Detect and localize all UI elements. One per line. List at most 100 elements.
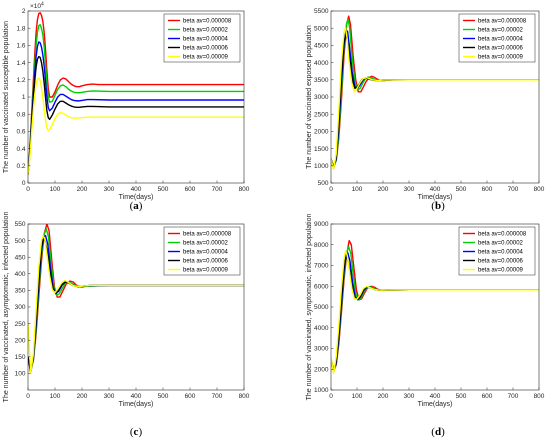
x-axis-label: Time(days) xyxy=(418,194,453,201)
y-tick-label: 2000 xyxy=(314,129,329,136)
series-line-3 xyxy=(28,41,244,175)
legend-label-2: beta av=0.00002 xyxy=(183,241,229,247)
panel-label-letter: c xyxy=(134,426,139,438)
x-tick-label: 0 xyxy=(329,186,333,193)
legend-label-1: beta av=0.000008 xyxy=(478,232,527,238)
y-tick-label: 1 xyxy=(22,94,26,101)
y-tick-label: 450 xyxy=(15,254,26,261)
panel-label-letter: a xyxy=(133,200,139,212)
y-axis-label: The number of vaccinated susceptible pop… xyxy=(3,21,10,173)
x-tick-label: 600 xyxy=(185,393,196,400)
y-tick-label: 3500 xyxy=(314,77,329,84)
panel-label-open: ( xyxy=(431,200,435,212)
x-tick-label: 500 xyxy=(456,393,467,400)
panel-label-close: ) xyxy=(138,426,142,438)
series-line-5 xyxy=(331,27,539,170)
y-tick-label: 1.8 xyxy=(16,25,25,32)
y-tick-label: 500 xyxy=(15,238,26,245)
legend-label-1: beta av=0.000008 xyxy=(183,232,232,238)
panel-label-open: ( xyxy=(130,426,134,438)
y-tick-label: 5500 xyxy=(314,8,329,15)
y-tick-label: 1000 xyxy=(314,163,329,170)
panel-label-open: ( xyxy=(130,200,134,212)
y-tick-label: 1500 xyxy=(314,146,329,153)
x-tick-label: 500 xyxy=(158,186,169,193)
y-tick-label: 2500 xyxy=(314,111,329,118)
x-tick-label: 400 xyxy=(131,186,142,193)
chart-panel-c: 0 100 200 300 400 500 600 700 800 100 150 200 250 300… xyxy=(3,212,250,438)
y-tick-label: 350 xyxy=(15,288,26,295)
legend-label-2: beta av=0.00002 xyxy=(183,28,229,34)
x-tick-label: 100 xyxy=(352,186,363,193)
y-exponent: ×104 xyxy=(30,2,44,11)
y-tick-label: 300 xyxy=(15,304,26,311)
series-group xyxy=(331,15,539,170)
y-tick-label: 150 xyxy=(15,354,26,361)
y-tick-label: 0.6 xyxy=(16,129,25,136)
x-tick-label: 400 xyxy=(430,393,441,400)
legend-label-3: beta av=0.00004 xyxy=(478,250,524,256)
series-group xyxy=(331,239,539,375)
x-tick-label: 300 xyxy=(104,186,115,193)
y-tick-label: 8000 xyxy=(314,242,329,249)
legend-label-1: beta av=0.000008 xyxy=(183,19,232,25)
panel-label-close: ) xyxy=(441,426,445,438)
x-tick-label: 600 xyxy=(185,186,196,193)
y-tick-label: 250 xyxy=(15,321,26,328)
x-tick-label: 800 xyxy=(239,393,250,400)
legend-label-1: beta av=0.000008 xyxy=(478,19,527,25)
y-axis-label: The number of vaccinated, asymptomatic, … xyxy=(3,212,10,403)
legend: beta av=0.000008 beta av=0.00002 beta av=0… xyxy=(163,226,241,276)
x-tick-label: 600 xyxy=(482,186,493,193)
x-tick-label: 700 xyxy=(508,393,519,400)
series-group xyxy=(28,12,244,175)
x-tick-label: 800 xyxy=(239,186,250,193)
legend: beta av=0.000008 beta av=0.00002 beta av=0… xyxy=(163,13,241,63)
panel-label-close: ) xyxy=(139,200,143,212)
y-tick-label: 1000 xyxy=(314,387,329,394)
legend: beta av=0.000008 beta av=0.00002 beta av=0… xyxy=(458,226,536,276)
x-tick-label: 800 xyxy=(534,393,545,400)
x-axis-label: Time(days) xyxy=(119,401,154,408)
y-tick-label: 3000 xyxy=(314,94,329,101)
x-tick-label: 200 xyxy=(378,186,389,193)
y-tick-label: 4500 xyxy=(314,43,329,50)
y-tick-label: 1.4 xyxy=(16,60,25,67)
x-tick-label: 0 xyxy=(329,393,333,400)
x-tick-label: 200 xyxy=(378,393,389,400)
panel-label-close: ) xyxy=(441,200,445,212)
x-tick-label: 300 xyxy=(404,186,415,193)
x-tick-label: 700 xyxy=(212,393,223,400)
x-tick-label: 0 xyxy=(26,393,30,400)
panel-label-letter: b xyxy=(435,200,441,212)
y-tick-label: 9000 xyxy=(314,221,329,228)
legend-label-3: beta av=0.00004 xyxy=(478,37,524,43)
y-tick-label: 0.8 xyxy=(16,111,25,118)
y-tick-label: 400 xyxy=(15,271,26,278)
series-group xyxy=(28,224,244,375)
x-tick-label: 800 xyxy=(534,186,545,193)
legend-label-2: beta av=0.00002 xyxy=(478,28,524,34)
panel-label: (a) xyxy=(130,200,143,212)
chart-panel-a: 0 100 200 300 400 500 600 700 800 0 0.2 0.4 0.6 0.8 1 1… xyxy=(3,2,250,213)
series-line-1 xyxy=(28,12,244,175)
legend: beta av=0.000008 beta av=0.00002 beta av=0… xyxy=(458,13,536,63)
x-tick-label: 200 xyxy=(77,393,88,400)
y-tick-label: 3000 xyxy=(314,346,329,353)
y-tick-label: 550 xyxy=(15,221,26,228)
x-tick-label: 600 xyxy=(482,393,493,400)
y-tick-label: 1.2 xyxy=(16,77,25,84)
y-tick-label: 100 xyxy=(15,371,26,378)
y-tick-label: 7000 xyxy=(314,263,329,270)
x-tick-label: 100 xyxy=(352,393,363,400)
series-line-5 xyxy=(28,77,244,175)
y-tick-label: 4000 xyxy=(314,60,329,67)
legend-label-5: beta av=0.00009 xyxy=(183,268,229,274)
y-axis-label: The number of vaccinated exposed populat… xyxy=(306,25,313,169)
x-tick-label: 700 xyxy=(508,186,519,193)
legend-label-2: beta av=0.00002 xyxy=(478,241,524,247)
legend-label-5: beta av=0.00009 xyxy=(478,55,524,61)
x-tick-label: 700 xyxy=(212,186,223,193)
panel-label-open: ( xyxy=(431,426,435,438)
chart-panel-b: 0 100 200 300 400 500 600 700 800 500 1000 1500 2000… xyxy=(306,8,545,212)
